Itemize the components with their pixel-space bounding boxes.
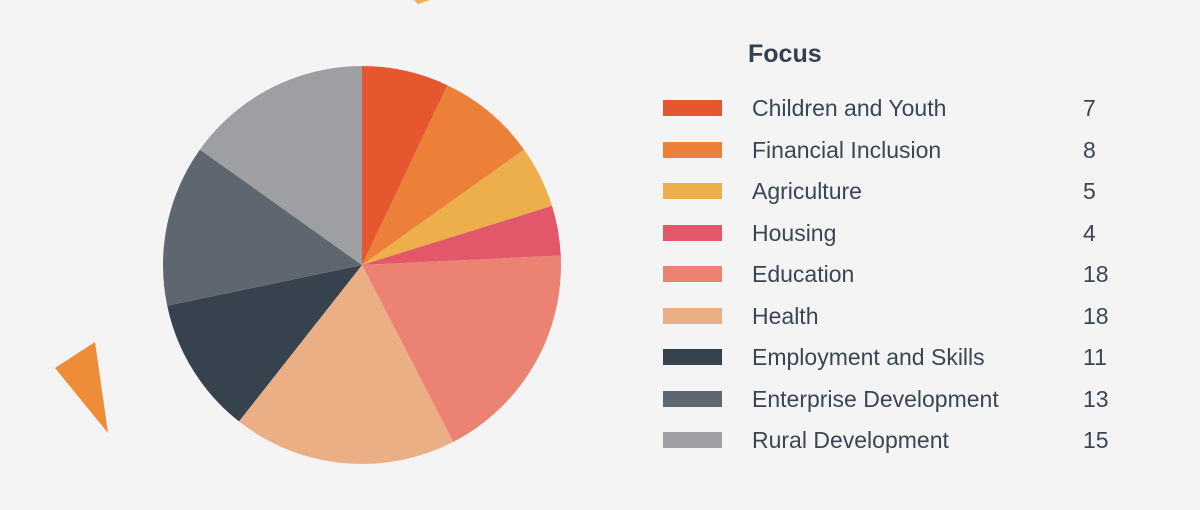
legend-swatch — [663, 349, 722, 365]
legend-item-education: Education 18 — [663, 254, 1133, 296]
pie-slice-financial-inclusion — [362, 85, 525, 265]
legend-swatch — [663, 432, 722, 448]
legend-label: Housing — [752, 219, 837, 246]
legend-value: 18 — [1083, 261, 1109, 287]
legend-item-agriculture: Agriculture 5 — [663, 171, 1133, 213]
legend-swatch — [663, 183, 722, 199]
legend-swatch — [663, 307, 722, 324]
pie-slice-employment-and-skills — [167, 265, 362, 422]
legend-value: 15 — [1083, 427, 1109, 453]
legend-item-children-and-youth: Children and Youth 7 — [663, 88, 1133, 130]
pie-slice-agriculture — [362, 149, 553, 265]
legend-label: Employment and Skills — [752, 344, 985, 370]
pie-slice-enterprise-development — [162, 149, 362, 306]
legend-swatch — [663, 390, 722, 407]
legend-swatch — [663, 224, 722, 241]
pie-slice-rural-development — [199, 66, 362, 265]
legend-label: Enterprise Development — [752, 385, 999, 412]
legend-item-enterprise-development: Enterprise Development 13 — [663, 379, 1133, 421]
pie-chart — [162, 66, 561, 465]
legend: Children and Youth 7 Financial Inclusion 8 A… — [663, 88, 1133, 462]
legend-label: Health — [752, 302, 819, 329]
legend-swatch — [663, 100, 722, 116]
legend-swatch — [663, 266, 722, 282]
legend-label: Education — [752, 261, 855, 287]
legend-value: 8 — [1083, 136, 1096, 163]
legend-item-health: Health 18 — [663, 296, 1133, 338]
legend-title: Focus — [748, 40, 822, 68]
legend-label: Children and Youth — [752, 95, 947, 121]
legend-item-housing: Housing 4 — [663, 213, 1133, 255]
legend-value: 13 — [1083, 385, 1109, 412]
legend-value: 18 — [1083, 302, 1109, 329]
legend-label: Financial Inclusion — [752, 136, 942, 163]
pie-slice-housing — [362, 205, 561, 265]
pie-slice-children-and-youth — [362, 66, 448, 265]
legend-value: 11 — [1083, 344, 1107, 370]
decorative-triangle — [55, 342, 108, 433]
pie-slice-education — [362, 255, 561, 442]
legend-item-financial-inclusion: Financial Inclusion 8 — [663, 130, 1133, 172]
legend-value: 4 — [1083, 219, 1096, 246]
legend-item-rural-development: Rural Development 15 — [663, 420, 1133, 462]
legend-swatch — [663, 141, 722, 158]
legend-label: Agriculture — [752, 178, 862, 204]
legend-label: Rural Development — [752, 427, 949, 453]
legend-item-employment-and-skills: Employment and Skills 11 — [663, 337, 1133, 379]
decorative-sliver — [414, 0, 430, 4]
pie-slice-health — [238, 265, 454, 465]
legend-value: 7 — [1083, 95, 1096, 121]
legend-value: 5 — [1083, 178, 1096, 204]
